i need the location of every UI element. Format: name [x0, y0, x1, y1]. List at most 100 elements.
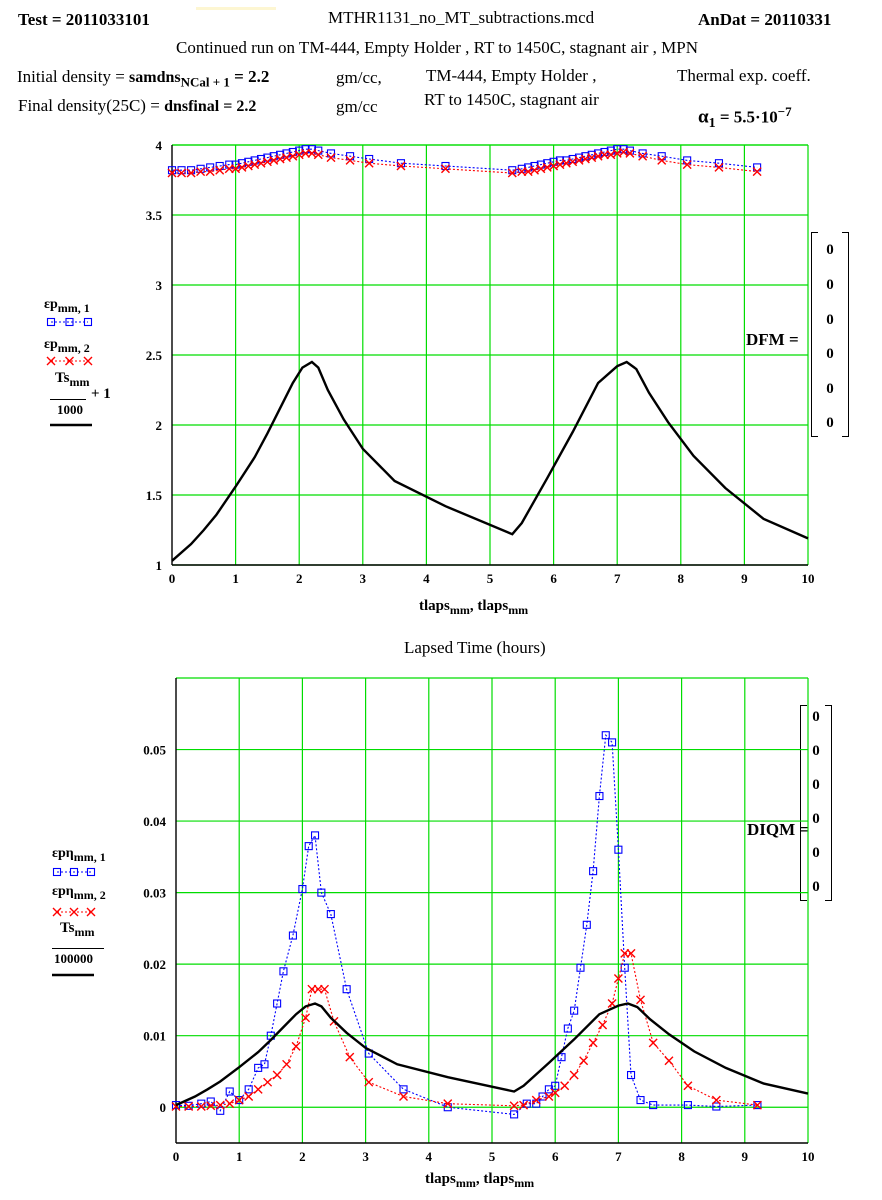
c2-legend-sample-s2-marker — [52, 907, 62, 917]
data-point-series-2 — [517, 167, 527, 177]
data-point-series-2 — [531, 1095, 541, 1105]
c1-legend-sample-s1-marker — [46, 317, 56, 327]
x-tick-label: 3 — [360, 571, 367, 586]
c1-x-label-main: tlaps — [419, 598, 450, 614]
data-point-series-2 — [263, 1077, 273, 1087]
data-point-series-2 — [215, 165, 225, 175]
y-tick-label: 3 — [156, 278, 163, 293]
c1-s1-name: εp — [44, 297, 58, 312]
initial-density-sub: NCal + 1 — [180, 74, 230, 90]
final-density-expr: dnsfinal = 2.2 — [164, 98, 257, 115]
c2-s2-sub: mm, 2 — [73, 887, 106, 902]
data-point-series-2 — [291, 1041, 301, 1051]
c2-s1-sub: mm, 1 — [73, 849, 106, 864]
x-tick-label: 2 — [296, 571, 303, 586]
c1-legend-sample-s1-marker — [83, 317, 93, 327]
legend-samples — [46, 317, 96, 977]
data-point-series-2 — [711, 1095, 721, 1105]
data-point-series-2 — [440, 164, 450, 174]
data-point-series-2 — [196, 1102, 206, 1112]
data-point-series-2 — [588, 1038, 598, 1048]
y-tick-label: 4 — [156, 138, 163, 153]
c2-x-label: tlapsmm, tlapsmm — [425, 1171, 534, 1191]
dfm-cell: 0 — [826, 381, 834, 397]
x-tick-label: 7 — [615, 1149, 622, 1164]
dfm-cell: 0 — [826, 415, 834, 431]
data-point-series-1 — [235, 1096, 244, 1105]
data-point-series-1 — [399, 1085, 408, 1094]
initial-density-label: Initial density = — [17, 67, 125, 86]
data-point-series-2 — [205, 167, 215, 177]
x-tick-label: 8 — [678, 571, 685, 586]
x-tick-label: 8 — [678, 1149, 685, 1164]
diqm-cell: 0 — [812, 845, 820, 861]
analysis-date: AnDat = 20110331 — [698, 10, 832, 29]
data-point-series-2 — [752, 167, 762, 177]
data-point-series-2 — [345, 155, 355, 165]
data-point-series-1 — [649, 1101, 658, 1110]
data-point-series-1 — [595, 791, 604, 801]
series-line-1 — [175, 733, 758, 1115]
data-point-series-1 — [510, 1110, 519, 1119]
initial-density-unit: gm/cc, — [336, 68, 382, 87]
diqm-cell: 0 — [812, 811, 820, 827]
data-point-series-1 — [753, 1101, 762, 1110]
data-point-series-2 — [186, 168, 196, 178]
data-point-series-2 — [636, 995, 646, 1005]
y-tick-label: 0.03 — [143, 886, 166, 901]
diqm-cell: 0 — [812, 743, 820, 759]
data-point-series-1 — [310, 831, 320, 840]
data-point-series-1 — [712, 1102, 721, 1111]
initial-density-value: = 2.2 — [234, 67, 270, 86]
c1-legend-s1: εpmm, 1 — [44, 297, 90, 316]
data-point-series-2 — [657, 155, 667, 165]
data-point-series-1 — [608, 738, 617, 747]
data-point-series-1 — [304, 842, 313, 851]
c2-legend-sample-s1-marker — [69, 867, 79, 877]
data-point-series-2 — [399, 1092, 409, 1101]
final-density: Final density(25C) = dnsfinal = 2.2 — [18, 96, 256, 116]
header-highlight — [196, 7, 276, 10]
y-tick-label: 0.02 — [143, 957, 166, 972]
c1-x-label: tlapsmm, tlapsmm — [419, 598, 528, 618]
data-point-series-2 — [224, 164, 234, 174]
x-tick-label: 10 — [802, 1149, 815, 1164]
c2-x-label-sub: mm — [455, 1176, 476, 1190]
data-point-series-2 — [253, 1084, 263, 1094]
c2-x-label-main: tlaps — [425, 1171, 456, 1187]
data-point-series-1 — [342, 985, 351, 994]
dfm-cell: 0 — [826, 312, 834, 328]
data-point-series-2 — [301, 1013, 311, 1023]
sample-line-1: TM-444, Empty Holder , — [426, 66, 597, 85]
chart-2-strain-rate: 0 1 2 3 4 5 6 7 8 9 10 0 0.01 0.02 0.03 0.04 0.05 — [143, 677, 815, 1164]
c1-legend-sample-s2-marker — [83, 356, 93, 366]
data-point-series-2 — [272, 1070, 282, 1080]
data-point-series-1 — [273, 999, 282, 1008]
data-point-series-2 — [599, 150, 609, 160]
alpha-sub: 1 — [708, 116, 716, 132]
data-point-series-2 — [301, 148, 311, 158]
data-point-series-1 — [614, 845, 623, 854]
data-point-series-1 — [551, 1081, 560, 1090]
c1-s2-name: εp — [44, 337, 58, 352]
data-point-series-2 — [550, 1088, 560, 1098]
dfm-label: DFM = — [746, 330, 799, 349]
c1-legend-sample-s2-marker — [46, 356, 56, 366]
c2-legend-s1: εpηmm, 1 — [52, 846, 106, 865]
data-point-series-2 — [664, 1056, 674, 1066]
c1-x-label-sub: mm — [449, 603, 470, 617]
c2-x-label-sub2: mm — [514, 1176, 535, 1190]
c1-legend-s2: εpmm, 2 — [44, 337, 90, 356]
x-tick-label: 5 — [487, 571, 494, 586]
data-point-series-2 — [167, 168, 177, 178]
y-tick-label: 1.5 — [146, 488, 163, 503]
c2-s3-den: 100000 — [54, 951, 93, 966]
diqm-right-bracket — [825, 705, 832, 901]
data-point-series-2 — [638, 151, 648, 161]
data-point-series-2 — [177, 168, 187, 178]
c1-legend-sample-s2-marker — [65, 356, 74, 366]
y-tick-label: 0.04 — [143, 814, 166, 829]
data-point-series-1 — [225, 1087, 234, 1096]
x-tick-label: 7 — [614, 571, 621, 586]
data-point-series-2 — [206, 1101, 216, 1111]
